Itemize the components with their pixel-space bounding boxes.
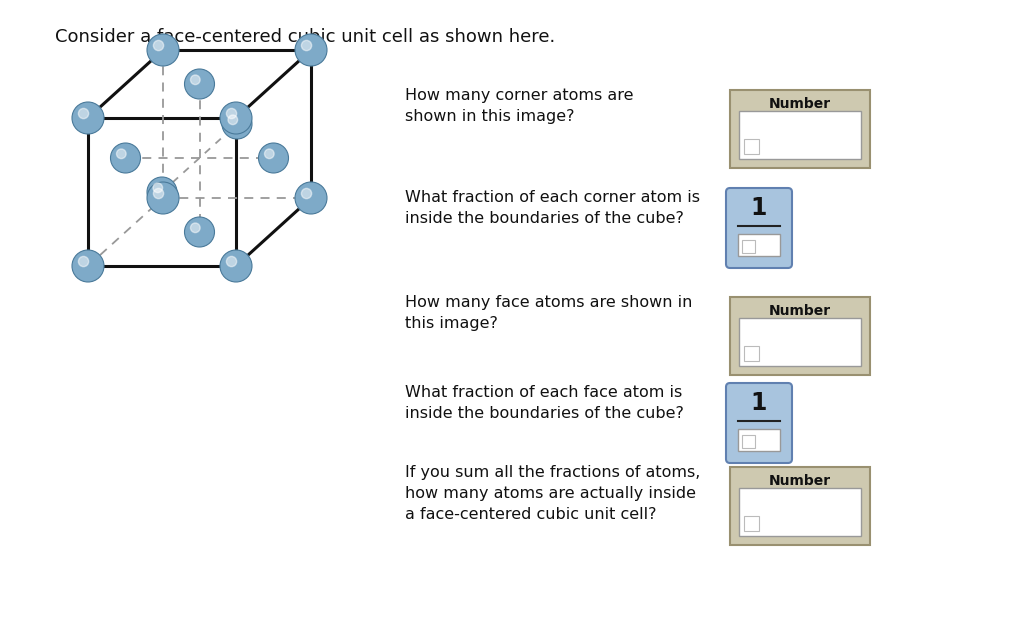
Circle shape [79,108,89,118]
Circle shape [220,102,252,134]
Text: What fraction of each corner atom is
inside the boundaries of the cube?: What fraction of each corner atom is ins… [406,190,700,226]
Circle shape [190,223,200,232]
Circle shape [226,108,237,118]
Text: 1: 1 [751,391,767,415]
FancyBboxPatch shape [744,139,759,154]
Circle shape [295,34,327,66]
FancyBboxPatch shape [738,234,780,256]
FancyBboxPatch shape [726,188,792,268]
FancyBboxPatch shape [738,429,780,451]
Circle shape [184,217,214,247]
Circle shape [220,250,252,282]
FancyBboxPatch shape [730,467,870,545]
FancyBboxPatch shape [730,90,870,168]
Text: Number: Number [769,97,831,111]
FancyBboxPatch shape [739,111,861,159]
Circle shape [190,75,200,84]
Text: If you sum all the fractions of atoms,
how many atoms are actually inside
a face: If you sum all the fractions of atoms, h… [406,465,700,522]
FancyBboxPatch shape [744,516,759,531]
Circle shape [147,177,177,207]
Circle shape [147,182,179,214]
Circle shape [226,256,237,266]
Text: How many face atoms are shown in
this image?: How many face atoms are shown in this im… [406,295,692,331]
FancyBboxPatch shape [730,297,870,375]
Circle shape [153,183,163,193]
Circle shape [154,188,164,198]
FancyBboxPatch shape [739,318,861,366]
Text: 1: 1 [751,196,767,220]
FancyBboxPatch shape [739,488,861,536]
FancyBboxPatch shape [742,435,755,448]
Circle shape [79,256,89,266]
FancyBboxPatch shape [744,346,759,361]
Circle shape [228,115,238,125]
Text: Consider a face-centered cubic unit cell as shown here.: Consider a face-centered cubic unit cell… [55,28,555,46]
Text: Number: Number [769,474,831,488]
FancyBboxPatch shape [742,240,755,253]
Circle shape [72,102,104,134]
FancyBboxPatch shape [726,383,792,463]
Circle shape [111,143,140,173]
Text: What fraction of each face atom is
inside the boundaries of the cube?: What fraction of each face atom is insid… [406,385,684,421]
Circle shape [301,40,311,50]
Text: Number: Number [769,304,831,318]
Circle shape [72,250,104,282]
Circle shape [258,143,289,173]
Circle shape [184,69,214,99]
Circle shape [117,149,126,159]
Circle shape [222,109,252,139]
Circle shape [301,188,311,198]
Text: How many corner atoms are
shown in this image?: How many corner atoms are shown in this … [406,88,634,124]
Circle shape [295,182,327,214]
Circle shape [154,40,164,50]
Circle shape [147,34,179,66]
Circle shape [264,149,274,159]
